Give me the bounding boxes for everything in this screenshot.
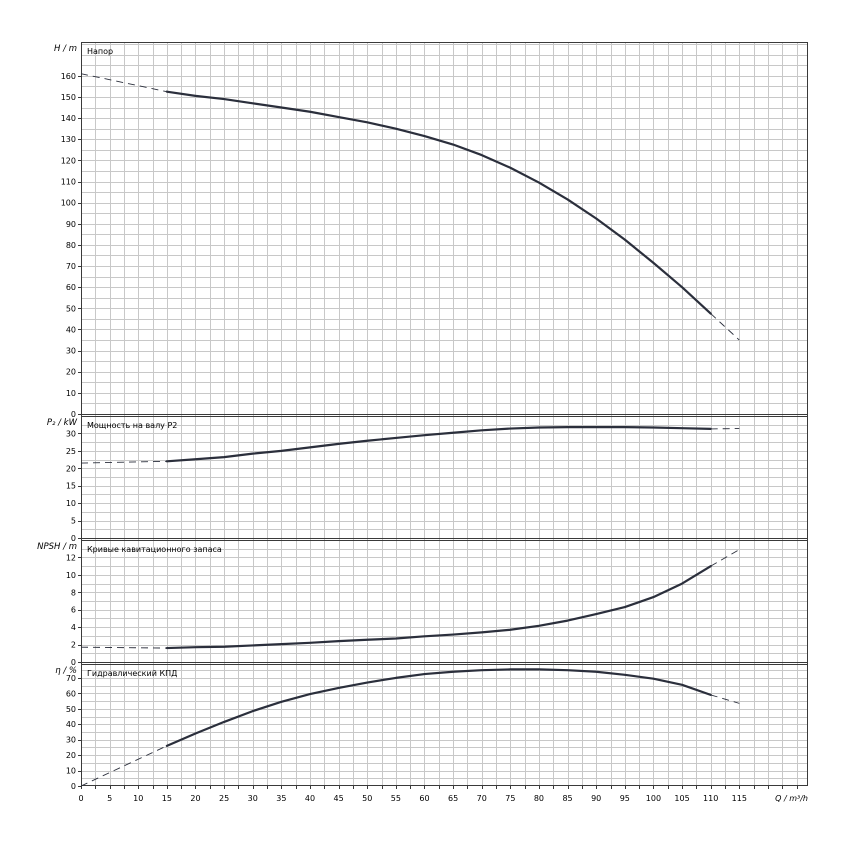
npsh-curve [165, 565, 712, 650]
x-tick-label: 30 [248, 794, 258, 803]
efficiency-panel-title: Гидравлический КПД [87, 669, 177, 678]
efficiency-y-tick-label: 20 [66, 751, 76, 760]
head-y-tick-label: 40 [66, 325, 76, 334]
x-tick-label: 60 [419, 794, 429, 803]
x-tick-label: 115 [732, 794, 747, 803]
npsh-y-tick-label: 6 [71, 606, 76, 615]
x-tick-label: 20 [190, 794, 200, 803]
x-axis-label: Q / m³/h [775, 794, 808, 803]
x-tick-label: 100 [646, 794, 661, 803]
labels-layer: 0102030405060708090100110120130140150160… [37, 44, 808, 803]
x-tick-label: 75 [505, 794, 515, 803]
efficiency-y-tick-label: 70 [66, 674, 76, 683]
x-tick-label: 15 [162, 794, 172, 803]
x-tick-label: 80 [534, 794, 544, 803]
head-y-tick-label: 130 [61, 135, 76, 144]
efficiency-curve [165, 668, 712, 747]
power-y-tick-label: 5 [71, 517, 76, 526]
power-y-tick-label: 20 [66, 464, 76, 473]
x-tick-label: 50 [362, 794, 372, 803]
head-y-tick-label: 60 [66, 283, 76, 292]
head-y-tick-label: 20 [66, 368, 76, 377]
power-y-tick-label: 15 [66, 482, 76, 491]
head-y-tick-label: 80 [66, 241, 76, 250]
x-tick-label: 85 [562, 794, 572, 803]
head-curve-extrapolated-low [80, 73, 167, 93]
power-curve-extrapolated-low [80, 460, 167, 464]
x-tick-label: 45 [334, 794, 344, 803]
x-tick-label: 70 [477, 794, 487, 803]
efficiency-curve-extrapolated-high [710, 694, 740, 704]
x-tick-label: 35 [276, 794, 286, 803]
head-y-axis-label: H / m [54, 44, 77, 54]
head-panel-title: Напор [87, 47, 113, 56]
npsh-y-tick-label: 0 [71, 658, 76, 667]
head-y-tick-label: 110 [61, 178, 76, 187]
head-y-tick-label: 50 [66, 304, 76, 313]
head-y-tick-label: 150 [61, 93, 76, 102]
x-tick-label: 40 [305, 794, 315, 803]
x-tick-label: 90 [591, 794, 601, 803]
npsh-curve-extrapolated-low [80, 646, 167, 649]
power-y-tick-label: 0 [71, 534, 76, 543]
efficiency-y-tick-label: 30 [66, 736, 76, 745]
x-tick-label: 5 [107, 794, 112, 803]
npsh-y-tick-label: 10 [66, 571, 76, 580]
x-tick-label: 25 [219, 794, 229, 803]
head-y-tick-label: 100 [61, 199, 76, 208]
head-y-tick-label: 140 [61, 114, 76, 123]
npsh-y-tick-label: 12 [66, 553, 76, 562]
npsh-y-axis-label: NPSH / m [37, 542, 77, 552]
x-tick-label: 105 [674, 794, 689, 803]
head-curve-extrapolated-high [710, 313, 740, 341]
x-tick-label: 10 [133, 794, 143, 803]
frame-layer [78, 42, 808, 789]
npsh-y-tick-label: 2 [71, 641, 76, 650]
head-y-tick-label: 160 [61, 72, 76, 81]
x-tick-label: 95 [620, 794, 630, 803]
power-y-tick-label: 30 [66, 429, 76, 438]
efficiency-y-tick-label: 60 [66, 689, 76, 698]
head-curve [165, 90, 712, 315]
head-y-tick-label: 120 [61, 156, 76, 165]
head-y-tick-label: 10 [66, 389, 76, 398]
curves-layer [80, 73, 740, 787]
head-y-tick-label: 70 [66, 262, 76, 271]
head-y-tick-label: 0 [71, 410, 76, 419]
efficiency-y-tick-label: 50 [66, 705, 76, 714]
npsh-y-tick-label: 8 [71, 588, 76, 597]
x-tick-label: 0 [78, 794, 83, 803]
power-curve [165, 426, 712, 463]
x-tick-label: 55 [391, 794, 401, 803]
efficiency-y-tick-label: 40 [66, 720, 76, 729]
power-panel-title: Мощность на валу P2 [87, 421, 177, 430]
npsh-panel-title: Кривые кавитационного запаса [87, 545, 222, 554]
efficiency-y-axis-label: η / % [55, 666, 77, 676]
power-y-axis-label: P₂ / kW [47, 418, 78, 428]
x-tick-label: 65 [448, 794, 458, 803]
efficiency-curve-extrapolated-low [80, 745, 168, 787]
x-tick-label: 110 [703, 794, 718, 803]
npsh-curve-extrapolated-high [710, 549, 740, 567]
efficiency-y-tick-label: 0 [71, 782, 76, 791]
efficiency-y-tick-label: 10 [66, 767, 76, 776]
head-y-tick-label: 90 [66, 220, 76, 229]
head-y-tick-label: 30 [66, 347, 76, 356]
npsh-y-tick-label: 4 [71, 623, 76, 632]
power-y-tick-label: 10 [66, 499, 76, 508]
power-y-tick-label: 25 [66, 447, 76, 456]
